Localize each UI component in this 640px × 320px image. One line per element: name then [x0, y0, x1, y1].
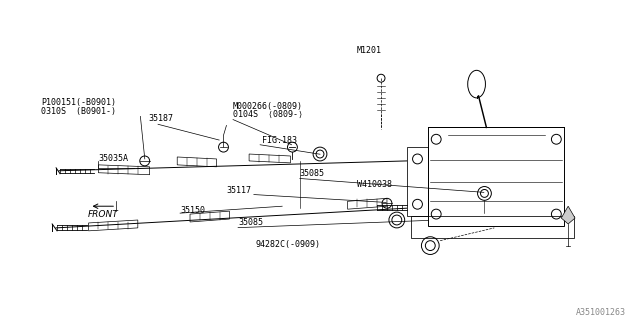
- Text: 0104S  ⟨0809-⟩: 0104S ⟨0809-⟩: [233, 110, 303, 119]
- Text: 0310S  (B0901-): 0310S (B0901-): [42, 107, 116, 116]
- Text: FRONT: FRONT: [88, 210, 119, 219]
- Text: FIG.183: FIG.183: [262, 136, 297, 145]
- Text: 35085: 35085: [238, 218, 263, 227]
- Text: M1201: M1201: [356, 46, 381, 55]
- Text: 94282C(-0909): 94282C(-0909): [256, 240, 321, 249]
- Text: 35035A: 35035A: [98, 154, 128, 163]
- Text: P100151(-B0901): P100151(-B0901): [42, 98, 116, 108]
- Text: 35117: 35117: [227, 186, 252, 195]
- Text: 35085: 35085: [300, 169, 325, 178]
- Text: M000266(-0809): M000266(-0809): [233, 102, 303, 111]
- Text: 35150: 35150: [180, 206, 205, 215]
- Text: W410038: W410038: [356, 180, 392, 189]
- Polygon shape: [561, 206, 575, 224]
- Text: A351001263: A351001263: [575, 308, 626, 317]
- Text: 35187: 35187: [148, 114, 173, 123]
